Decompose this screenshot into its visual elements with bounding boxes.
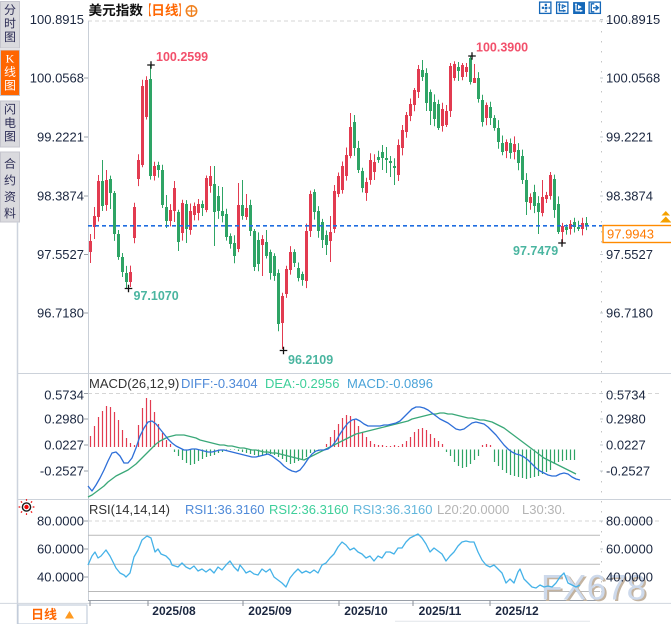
svg-text:80.0000: 80.0000 bbox=[606, 514, 653, 529]
svg-text:2025/08: 2025/08 bbox=[152, 604, 196, 618]
svg-text:0.5734: 0.5734 bbox=[606, 388, 646, 403]
svg-text:DIFF:-0.3404: DIFF:-0.3404 bbox=[181, 376, 258, 391]
svg-text:40.0000: 40.0000 bbox=[37, 570, 84, 585]
svg-text:98.3874: 98.3874 bbox=[37, 189, 84, 204]
svg-text:100.2599: 100.2599 bbox=[156, 50, 208, 64]
svg-text:MACD(26,12,9): MACD(26,12,9) bbox=[89, 376, 179, 391]
svg-text:RSI3:36.3160: RSI3:36.3160 bbox=[353, 502, 433, 517]
svg-text:0.2980: 0.2980 bbox=[44, 412, 84, 427]
svg-text:96.2109: 96.2109 bbox=[288, 353, 333, 367]
svg-text:RSI(14,14,14): RSI(14,14,14) bbox=[89, 502, 170, 517]
svg-text:-0.2527: -0.2527 bbox=[606, 464, 650, 479]
svg-text:60.0000: 60.0000 bbox=[37, 542, 84, 557]
svg-text:L30:30.: L30:30. bbox=[522, 502, 565, 517]
svg-text:97.1070: 97.1070 bbox=[134, 289, 179, 303]
svg-text:MACD:-0.0896: MACD:-0.0896 bbox=[347, 376, 433, 391]
svg-text:-0.2527: -0.2527 bbox=[40, 464, 84, 479]
svg-text:2025/10: 2025/10 bbox=[344, 604, 388, 618]
svg-text:80.0000: 80.0000 bbox=[37, 514, 84, 529]
svg-text:RSI1:36.3160: RSI1:36.3160 bbox=[185, 502, 265, 517]
svg-text:96.7180: 96.7180 bbox=[606, 306, 653, 321]
svg-text:100.8915: 100.8915 bbox=[30, 12, 84, 27]
svg-text:60.0000: 60.0000 bbox=[606, 542, 653, 557]
svg-text:100.0568: 100.0568 bbox=[606, 71, 660, 86]
svg-text:99.2221: 99.2221 bbox=[37, 130, 84, 145]
svg-text:2025/11: 2025/11 bbox=[419, 604, 462, 618]
svg-text:0.5734: 0.5734 bbox=[44, 388, 84, 403]
svg-text:99.2221: 99.2221 bbox=[606, 130, 653, 145]
svg-text:2025/12: 2025/12 bbox=[495, 604, 539, 618]
svg-text:98.3874: 98.3874 bbox=[606, 189, 653, 204]
svg-text:FX678: FX678 bbox=[541, 569, 647, 608]
svg-text:0.0227: 0.0227 bbox=[606, 438, 646, 453]
svg-text:97.5527: 97.5527 bbox=[37, 247, 84, 262]
svg-text:100.3900: 100.3900 bbox=[476, 41, 528, 55]
svg-text:0.2980: 0.2980 bbox=[606, 412, 646, 427]
svg-text:97.9943: 97.9943 bbox=[607, 227, 654, 242]
svg-text:DEA:-0.2956: DEA:-0.2956 bbox=[265, 376, 339, 391]
svg-text:100.8915: 100.8915 bbox=[606, 12, 660, 27]
svg-text:L20:20.0000: L20:20.0000 bbox=[437, 502, 509, 517]
svg-text:0.0227: 0.0227 bbox=[44, 438, 84, 453]
svg-text:100.0568: 100.0568 bbox=[30, 71, 84, 86]
svg-text:97.7479: 97.7479 bbox=[513, 244, 558, 258]
svg-text:2025/09: 2025/09 bbox=[248, 604, 292, 618]
svg-text:40.0000: 40.0000 bbox=[606, 570, 653, 585]
svg-text:K: K bbox=[6, 52, 15, 66]
svg-text:97.5527: 97.5527 bbox=[606, 247, 653, 262]
svg-text:96.7180: 96.7180 bbox=[37, 306, 84, 321]
svg-text:RSI2:36.3160: RSI2:36.3160 bbox=[269, 502, 349, 517]
